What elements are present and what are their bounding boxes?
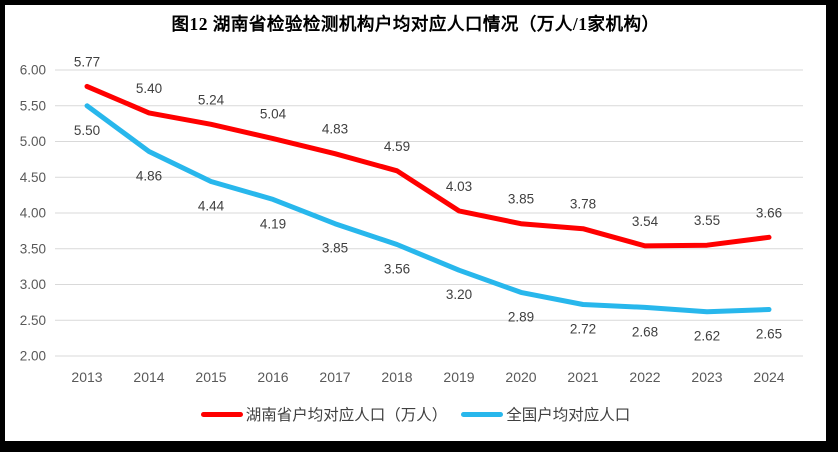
data-label: 3.55 <box>694 213 720 228</box>
chart-legend: 湖南省户均对应人口（万人） 全国户均对应人口 <box>5 403 826 425</box>
data-label: 2.62 <box>694 329 720 344</box>
x-tick-label: 2020 <box>505 369 536 385</box>
data-label: 2.72 <box>570 322 596 337</box>
series-line-1 <box>84 103 772 315</box>
data-label: 5.77 <box>74 54 100 69</box>
data-label: 3.78 <box>570 197 596 212</box>
x-tick-label: 2024 <box>753 369 784 385</box>
data-label: 4.59 <box>384 139 410 154</box>
data-label: 3.20 <box>446 287 472 302</box>
x-tick-label: 2013 <box>71 369 102 385</box>
x-tick-label: 2014 <box>133 369 164 385</box>
series-line-0 <box>84 83 772 249</box>
y-tick-label: 3.00 <box>20 277 46 292</box>
data-label: 3.85 <box>322 241 348 256</box>
chart-title: 图12 湖南省检验检测机构户均对应人口情况（万人/1家机构） <box>171 14 660 34</box>
y-tick-label: 4.00 <box>20 206 46 221</box>
data-label: 4.83 <box>322 122 348 137</box>
data-label: 2.65 <box>756 327 782 342</box>
x-tick-label: 2023 <box>691 369 722 385</box>
legend-item-1: 全国户均对应人口 <box>461 403 630 425</box>
data-label: 4.44 <box>198 199 225 214</box>
line-chart-plot-area: 6.00 5.50 5.00 4.50 4.00 3.50 3.00 2.50 2.00 2013… <box>20 54 803 385</box>
data-label: 4.03 <box>446 179 472 194</box>
data-label: 4.86 <box>136 169 162 184</box>
x-tick-label: 2015 <box>195 369 226 385</box>
x-tick-label: 2021 <box>567 369 598 385</box>
x-tick-label: 2022 <box>629 369 660 385</box>
legend-series-label: 湖南省户均对应人口（万人） <box>245 407 448 424</box>
data-label: 5.04 <box>260 107 287 122</box>
data-label: 5.24 <box>198 92 225 107</box>
x-tick-label: 2016 <box>257 369 288 385</box>
data-label: 2.89 <box>508 309 534 324</box>
data-label: 3.66 <box>756 205 782 220</box>
y-tick-label: 5.50 <box>20 98 46 113</box>
data-label: 5.40 <box>136 81 162 96</box>
data-label: 3.54 <box>632 214 659 229</box>
data-label: 5.50 <box>74 123 100 138</box>
legend-line-swatch <box>200 411 243 417</box>
x-tick-label: 2017 <box>319 369 350 385</box>
y-tick-label: 5.00 <box>20 134 46 149</box>
x-tick-label: 2018 <box>381 369 412 385</box>
legend-line-swatch <box>461 411 504 417</box>
y-tick-label: 3.50 <box>20 241 46 256</box>
y-tick-label: 4.50 <box>20 170 46 185</box>
data-label: 2.68 <box>632 324 658 339</box>
data-label: 4.19 <box>260 216 286 231</box>
x-tick-label: 2019 <box>443 369 474 385</box>
y-tick-label: 2.00 <box>20 349 46 364</box>
legend-item-0: 湖南省户均对应人口（万人） <box>200 403 448 425</box>
data-label: 3.56 <box>384 262 410 277</box>
data-label: 3.85 <box>508 192 534 207</box>
y-tick-label: 2.50 <box>20 313 46 328</box>
legend-series-label: 全国户均对应人口 <box>506 407 631 424</box>
y-tick-label: 6.00 <box>20 63 46 78</box>
